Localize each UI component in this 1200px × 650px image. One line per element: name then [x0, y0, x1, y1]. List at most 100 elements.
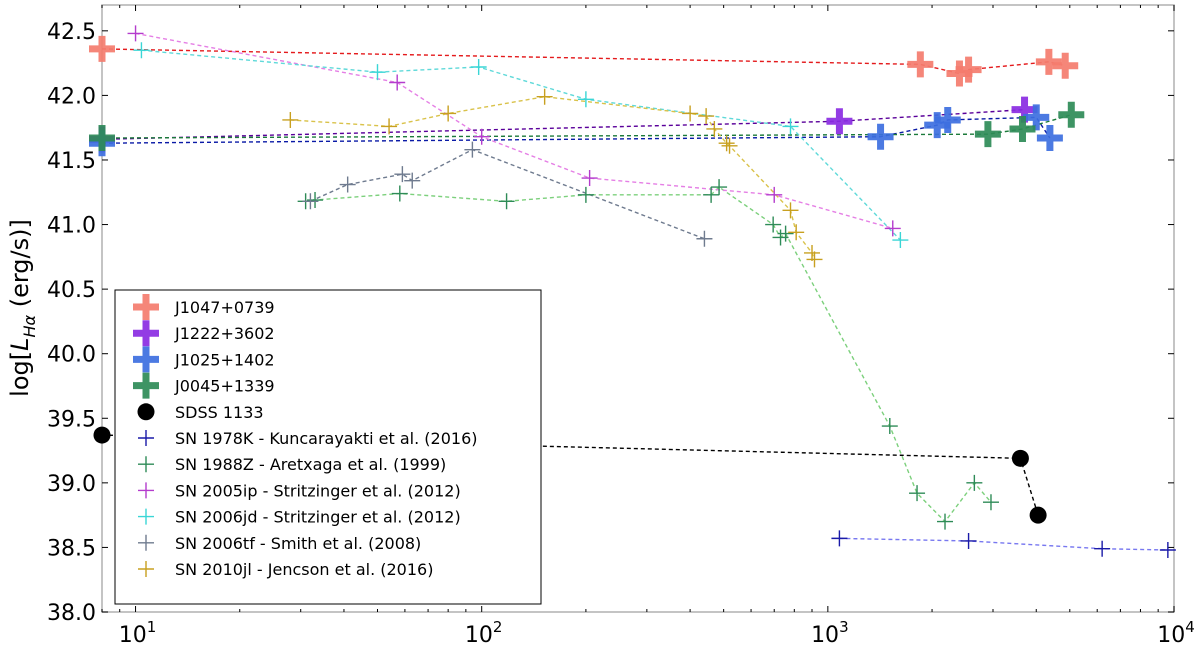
- y-axis-label-prefix: log[: [6, 351, 34, 397]
- legend-label-8: SN 2006jd - Stritzinger et al. (2012): [175, 508, 461, 527]
- data-point-s9-5: [696, 230, 713, 247]
- y-tick-label: 42.0: [47, 84, 96, 109]
- data-point-s10-11: [804, 244, 821, 261]
- data-point-s5-0: [831, 530, 848, 547]
- data-point-s6-13: [966, 474, 983, 491]
- data-point-s10-5: [698, 108, 715, 125]
- data-point-s3-0: [89, 125, 115, 152]
- legend-marker-3: [133, 372, 159, 399]
- data-point-s7-3: [581, 170, 598, 187]
- data-point-s7-0: [127, 25, 144, 42]
- data-point-s1-2: [1011, 96, 1038, 123]
- legend-label-5: SN 1978K - Kuncarayakti et al. (2016): [175, 429, 478, 448]
- data-point-s6-6: [711, 179, 728, 196]
- x-tick-label: 103: [811, 618, 849, 648]
- y-axis-label-suffix: (erg/s)]: [6, 219, 34, 315]
- data-point-s5-2: [1094, 540, 1111, 557]
- data-point-s10-2: [440, 105, 457, 122]
- data-point-s0-0: [89, 35, 115, 62]
- data-point-s8-3: [577, 91, 594, 108]
- data-point-s8-2: [470, 58, 487, 75]
- data-point-s0-5: [1052, 52, 1079, 79]
- data-point-s7-5: [884, 220, 901, 237]
- data-point-s5-1: [960, 532, 977, 549]
- data-point-s0-4: [1035, 48, 1062, 75]
- data-point-s1-1: [826, 108, 853, 135]
- data-point-s6-14: [982, 494, 999, 511]
- data-point-s8-5: [892, 232, 909, 249]
- series-line-7: [135, 32, 893, 230]
- legend-label-4: SDSS 1133: [175, 403, 264, 422]
- data-point-s7-1: [389, 74, 406, 91]
- data-point-s3-3: [1058, 101, 1085, 128]
- y-tick-label: 40.5: [47, 278, 96, 303]
- data-point-s4-0: [93, 426, 111, 444]
- data-point-s0-1: [907, 51, 934, 78]
- legend-marker-0: [133, 294, 159, 320]
- data-point-s6-4: [577, 186, 594, 203]
- legend-label-6: SN 1988Z - Aretxaga et al. (1999): [175, 455, 446, 474]
- x-tick-label: 101: [119, 618, 157, 648]
- data-point-s10-9: [782, 202, 799, 219]
- data-point-s10-6: [706, 120, 723, 137]
- legend-entries: J1047+0739 J1222+3602 J1025+1402 J0045+1339…: [133, 294, 478, 579]
- data-point-s8-0: [133, 42, 150, 59]
- y-tick-label: 39.5: [47, 407, 96, 432]
- data-point-s7-2: [473, 128, 490, 145]
- x-tick-label: 102: [465, 618, 503, 648]
- legend-marker-6: [138, 456, 154, 473]
- data-point-s7-4: [766, 186, 783, 203]
- data-point-s9-3: [404, 172, 421, 189]
- legend-label-0: J1047+0739: [174, 298, 275, 317]
- y-axis-label: log[LHα (erg/s)]: [6, 219, 39, 397]
- y-tick-label: 40.0: [47, 343, 96, 368]
- series-markers: [89, 25, 1176, 559]
- data-point-s6-7: [765, 216, 782, 233]
- y-tick-label: 39.0: [47, 472, 96, 497]
- data-point-s5-3: [1159, 542, 1176, 559]
- data-point-s10-7: [718, 135, 735, 152]
- data-point-s8-1: [369, 64, 386, 81]
- data-point-s9-0: [302, 193, 319, 210]
- data-point-s3-2: [1009, 115, 1036, 142]
- data-point-s0-2: [946, 60, 973, 87]
- legend-label-2: J1025+1402: [174, 350, 275, 369]
- legend-frame: [114, 289, 542, 605]
- data-point-s4-2: [1029, 506, 1047, 524]
- data-point-s10-12: [806, 251, 823, 268]
- data-point-s6-11: [909, 485, 926, 502]
- data-point-s10-0: [282, 111, 299, 128]
- legend-label-10: SN 2010jl - Jencson et al. (2016): [175, 560, 433, 579]
- series-line-9: [310, 148, 705, 240]
- data-point-s2-2: [924, 112, 951, 139]
- data-point-s2-3: [934, 106, 961, 133]
- series-line-8: [141, 49, 901, 241]
- data-point-s0-3: [955, 56, 982, 83]
- data-point-s10-3: [536, 88, 553, 105]
- y-tick-label: 41.5: [47, 149, 96, 174]
- legend-label-9: SN 2006tf - Smith et al. (2008): [175, 534, 421, 553]
- data-point-s10-1: [381, 118, 398, 135]
- legend-marker-4: [137, 403, 155, 421]
- y-tick-label: 42.5: [47, 20, 96, 45]
- data-point-s9-2: [394, 166, 411, 183]
- legend: J1047+0739 J1222+3602 J1025+1402 J0045+1339…: [114, 289, 542, 605]
- y-axis-label-symbol: L: [6, 338, 34, 351]
- data-point-s6-5: [703, 186, 720, 203]
- legend-label-1: J1222+3602: [174, 324, 275, 343]
- data-point-s9-1: [339, 176, 356, 193]
- data-point-s2-1: [867, 123, 894, 150]
- data-point-s4-1: [1011, 449, 1029, 467]
- data-point-s10-10: [788, 224, 805, 241]
- legend-marker-8: [138, 508, 154, 525]
- data-point-s6-9: [777, 225, 794, 242]
- y-tick-label: 41.0: [47, 214, 96, 239]
- y-axis-label-subscript: Hα: [20, 314, 39, 337]
- legend-marker-1: [133, 320, 159, 347]
- data-point-s10-8: [721, 137, 738, 154]
- data-point-s2-4: [1023, 104, 1050, 131]
- legend-marker-10: [138, 561, 154, 577]
- x-tick-label: 104: [1157, 618, 1195, 648]
- data-point-s6-12: [937, 513, 954, 530]
